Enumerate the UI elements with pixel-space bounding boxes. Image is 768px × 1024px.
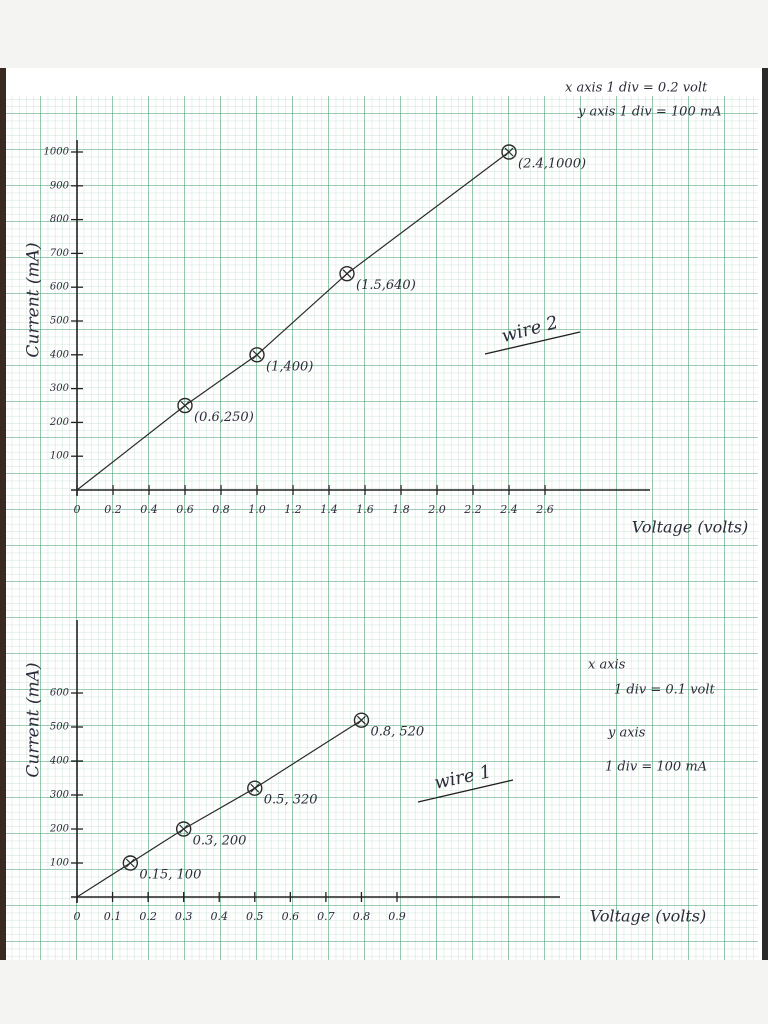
value-label: 0.3, 200 xyxy=(193,834,247,849)
value-label: 0.5, 320 xyxy=(264,793,318,808)
y-axis-label: Current (mA) xyxy=(24,662,44,777)
x-tick-label: 0.2 xyxy=(139,910,157,923)
x-tick-label: 0.4 xyxy=(140,503,158,516)
data-point xyxy=(177,397,193,414)
value-label: (2.4,1000) xyxy=(518,157,586,172)
scale-note: x axis 1 div = 0.2 volt xyxy=(565,81,708,96)
data-point xyxy=(247,780,263,796)
x-tick-label: 1.0 xyxy=(248,503,266,516)
scale-note: x axis xyxy=(588,658,626,673)
value-label: 0.8, 520 xyxy=(370,725,424,740)
x-tick-label: 2.4 xyxy=(499,503,518,516)
margin xyxy=(0,0,768,68)
x-tick-label: 0 xyxy=(74,503,81,516)
value-label: (1.5,640) xyxy=(356,278,416,293)
x-tick-label: 2.6 xyxy=(535,503,554,516)
x-tick-label: 1.8 xyxy=(392,503,410,516)
y-tick-label: 200 xyxy=(49,824,70,835)
y-axis-label: Current (mA) xyxy=(24,242,44,357)
y-tick-label: 500 xyxy=(50,722,70,733)
x-tick-label: 1.2 xyxy=(284,503,302,516)
scale-note: 1 div = 100 mA xyxy=(605,760,707,775)
edge xyxy=(0,68,6,960)
margin xyxy=(0,960,768,1024)
y-tick-label: 500 xyxy=(50,316,70,327)
value-label: 0.15, 100 xyxy=(139,868,201,883)
y-tick-label: 700 xyxy=(50,248,70,259)
y-tick-label: 1000 xyxy=(44,147,70,158)
x-tick-label: 0.7 xyxy=(317,910,335,923)
x-tick-label: 1.4 xyxy=(320,503,338,516)
scale-note: y axis xyxy=(607,726,646,741)
y-tick-label: 600 xyxy=(50,282,70,293)
data-point xyxy=(501,144,517,160)
x-tick-label: 0.1 xyxy=(104,910,122,923)
data-line xyxy=(184,151,510,406)
point-cross xyxy=(180,401,190,410)
data-point xyxy=(249,347,265,363)
x-tick-label: 0.4 xyxy=(210,910,228,923)
x-tick-label: 0 xyxy=(74,910,81,923)
x-tick-label: 2.0 xyxy=(427,503,446,516)
y-tick-label: 600 xyxy=(50,688,70,699)
scale-note: 1 div = 0.1 volt xyxy=(614,683,716,698)
origin-segment xyxy=(76,862,131,898)
y-tick-label: 900 xyxy=(50,180,70,191)
x-tick-label: 0.3 xyxy=(175,910,193,923)
point-cross xyxy=(504,147,514,157)
x-tick-label: 0.2 xyxy=(104,503,122,516)
underline xyxy=(417,779,514,803)
scale-note: y axis 1 div = 100 mA xyxy=(577,105,722,120)
y-tick-label: 800 xyxy=(50,214,70,225)
point-cross xyxy=(252,350,262,360)
underline xyxy=(484,331,581,355)
x-axis-label: Voltage (volts) xyxy=(632,518,749,537)
edge xyxy=(762,68,768,960)
point-cross xyxy=(342,269,352,279)
x-tick-label: 0.8 xyxy=(353,910,371,923)
x-tick-label: 0.9 xyxy=(388,910,406,923)
y-tick-label: 400 xyxy=(49,349,70,360)
value-label: (0.6,250) xyxy=(194,410,254,425)
x-tick-label: 1.6 xyxy=(356,503,374,516)
x-tick-label: 2.2 xyxy=(463,503,482,516)
graph-paper xyxy=(6,96,758,960)
x-tick-label: 0.8 xyxy=(212,503,230,516)
value-label: (1,400) xyxy=(266,359,313,374)
data-line xyxy=(130,719,362,864)
y-tick-label: 300 xyxy=(50,383,70,394)
point-cross xyxy=(357,715,366,725)
origin-segment xyxy=(76,405,186,491)
x-tick-label: 0.5 xyxy=(246,910,264,923)
y-tick-label: 400 xyxy=(49,756,70,767)
y-tick-label: 200 xyxy=(49,417,70,428)
point-cross xyxy=(250,783,260,793)
x-tick-label: 0.6 xyxy=(176,503,194,516)
y-tick-label: 300 xyxy=(50,790,70,801)
data-point xyxy=(339,265,355,282)
y-tick-label: 100 xyxy=(50,858,70,869)
data-point xyxy=(353,712,370,728)
data-point xyxy=(175,821,192,837)
point-cross xyxy=(179,824,189,834)
x-axis-label: Voltage (volts) xyxy=(590,907,707,926)
y-tick-label: 100 xyxy=(50,451,70,462)
data-point xyxy=(122,855,139,871)
point-cross xyxy=(125,858,135,868)
x-tick-label: 0.6 xyxy=(282,910,300,923)
